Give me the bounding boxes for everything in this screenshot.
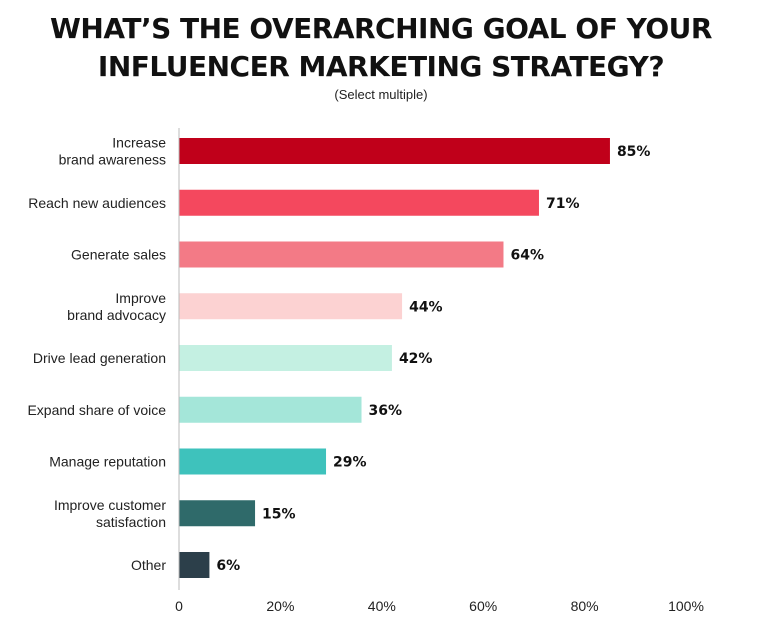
- bar-value-label-1: 71%: [546, 196, 580, 212]
- bar-value-label-0: 85%: [617, 144, 651, 160]
- bar-value-label-6: 29%: [333, 455, 367, 471]
- chart-title-line-1: WHAT’S THE OVERARCHING GOAL OF YOUR: [50, 12, 712, 45]
- bar-value-label-7: 15%: [262, 506, 296, 522]
- bar-value-label-4: 42%: [399, 351, 433, 367]
- x-tick-label-4: 80%: [571, 598, 599, 614]
- bar-4: [179, 345, 392, 371]
- category-label-5: Expand share of voice: [27, 402, 166, 418]
- bar-value-label-3: 44%: [409, 299, 443, 315]
- bar-5: [179, 396, 362, 423]
- bar-3: [179, 293, 403, 320]
- bar-6: [179, 448, 327, 475]
- category-label-0: Increase brand awareness: [59, 135, 167, 168]
- category-label-1: Reach new audiences: [28, 195, 166, 211]
- category-label-4: Drive lead generation: [33, 350, 166, 366]
- chart-title-line-2: INFLUENCER MARKETING STRATEGY?: [97, 50, 665, 83]
- bar-value-label-2: 64%: [510, 248, 544, 264]
- x-tick-label-0: 0: [175, 598, 183, 614]
- bar-value-label-8: 6%: [216, 558, 240, 574]
- bar-0: [179, 138, 610, 164]
- bar-value-label-5: 36%: [369, 403, 403, 419]
- x-tick-label-5: 100%: [668, 598, 704, 614]
- category-label-2: Generate sales: [71, 247, 166, 263]
- chart-subtitle: (Select multiple): [334, 87, 428, 102]
- x-tick-label-1: 20%: [266, 598, 294, 614]
- bar-8: [179, 552, 210, 578]
- category-label-8: Other: [131, 557, 166, 573]
- x-tick-label-2: 40%: [368, 598, 396, 614]
- bar-2: [179, 241, 504, 268]
- bar-7: [179, 500, 256, 527]
- bar-1: [179, 189, 539, 216]
- x-tick-label-3: 60%: [469, 598, 497, 614]
- category-label-7: Improve customer satisfaction: [54, 497, 166, 530]
- category-label-6: Manage reputation: [49, 454, 166, 470]
- category-label-3: Improve brand advocacy: [67, 290, 166, 323]
